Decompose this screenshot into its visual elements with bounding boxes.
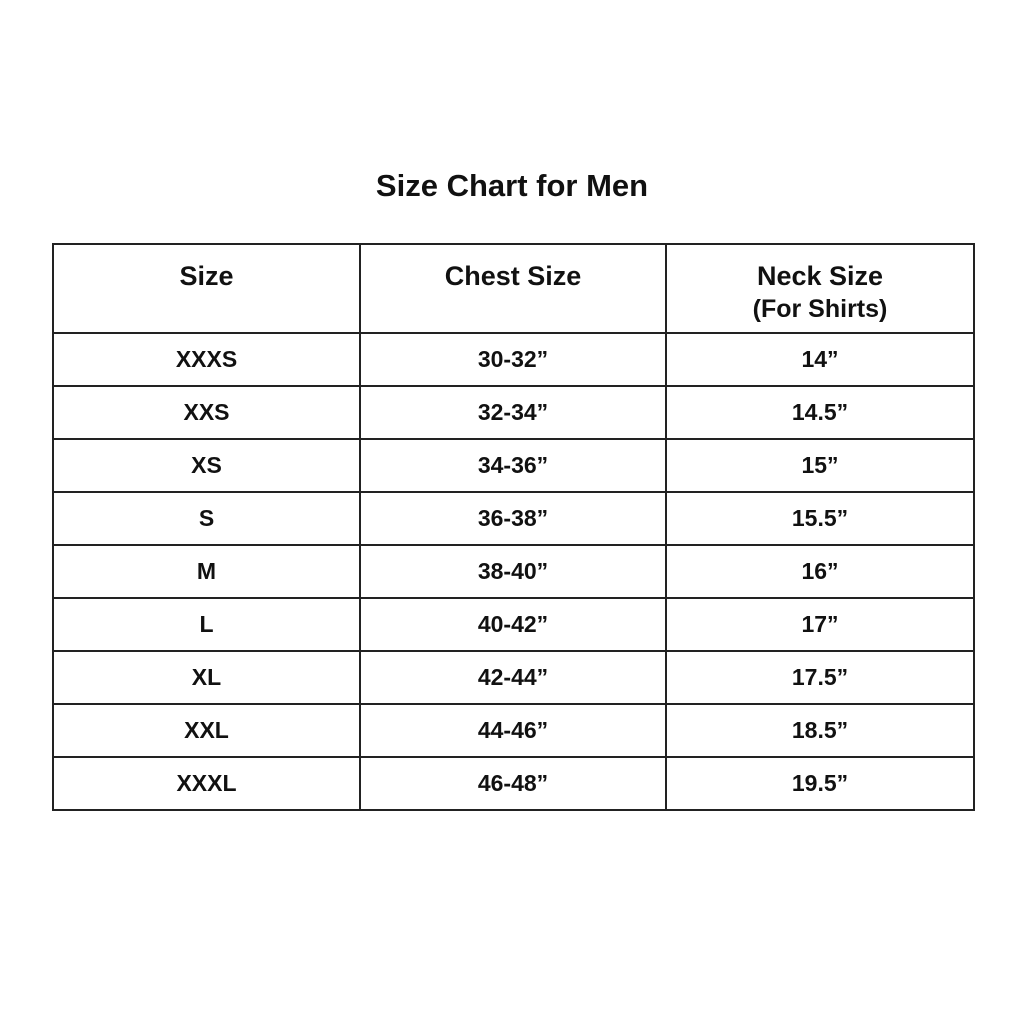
cell-size: XL [52,650,361,705]
cell-size: XXXL [52,756,361,811]
table-row: M 38-40” 16” [52,544,975,599]
cell-chest-size: 42-44” [359,650,667,705]
cell-chest-size: 30-32” [359,332,667,387]
cell-neck-size: 15.5” [665,491,975,546]
cell-size: XXXS [52,332,361,387]
cell-neck-size: 15” [665,438,975,493]
cell-neck-size: 17” [665,597,975,652]
table-row: S 36-38” 15.5” [52,491,975,546]
cell-chest-size: 32-34” [359,385,667,440]
cell-neck-size: 18.5” [665,703,975,758]
cell-neck-size: 14” [665,332,975,387]
cell-chest-size: 38-40” [359,544,667,599]
table-row: XXS 32-34” 14.5” [52,385,975,440]
table-row: XXXL 46-48” 19.5” [52,756,975,811]
header-chest-size: Chest Size [359,243,667,334]
header-row: Size Chest Size Neck Size (For Shirts) [52,243,975,334]
cell-chest-size: 40-42” [359,597,667,652]
page-title: Size Chart for Men [375,168,649,203]
cell-size: L [52,597,361,652]
cell-chest-size: 36-38” [359,491,667,546]
table-row: XS 34-36” 15” [52,438,975,493]
table-row: XXL 44-46” 18.5” [52,703,975,758]
cell-size: M [52,544,361,599]
table-row: XL 42-44” 17.5” [52,650,975,705]
table-row: XXXS 30-32” 14” [52,332,975,387]
cell-neck-size: 17.5” [665,650,975,705]
header-label: Size [179,261,234,291]
cell-chest-size: 34-36” [359,438,667,493]
cell-neck-size: 19.5” [665,756,975,811]
table-row: L 40-42” 17” [52,597,975,652]
header-sublabel: (For Shirts) [752,295,888,323]
size-chart-table: Size Chest Size Neck Size (For Shirts) XX… [52,243,975,811]
header-size: Size [52,243,361,334]
header-label: Chest Size [444,261,582,291]
cell-size: XS [52,438,361,493]
cell-neck-size: 14.5” [665,385,975,440]
cell-neck-size: 16” [665,544,975,599]
cell-size: S [52,491,361,546]
header-label: Neck Size [756,261,884,291]
cell-chest-size: 44-46” [359,703,667,758]
cell-chest-size: 46-48” [359,756,667,811]
cell-size: XXL [52,703,361,758]
header-neck-size: Neck Size (For Shirts) [665,243,975,334]
cell-size: XXS [52,385,361,440]
